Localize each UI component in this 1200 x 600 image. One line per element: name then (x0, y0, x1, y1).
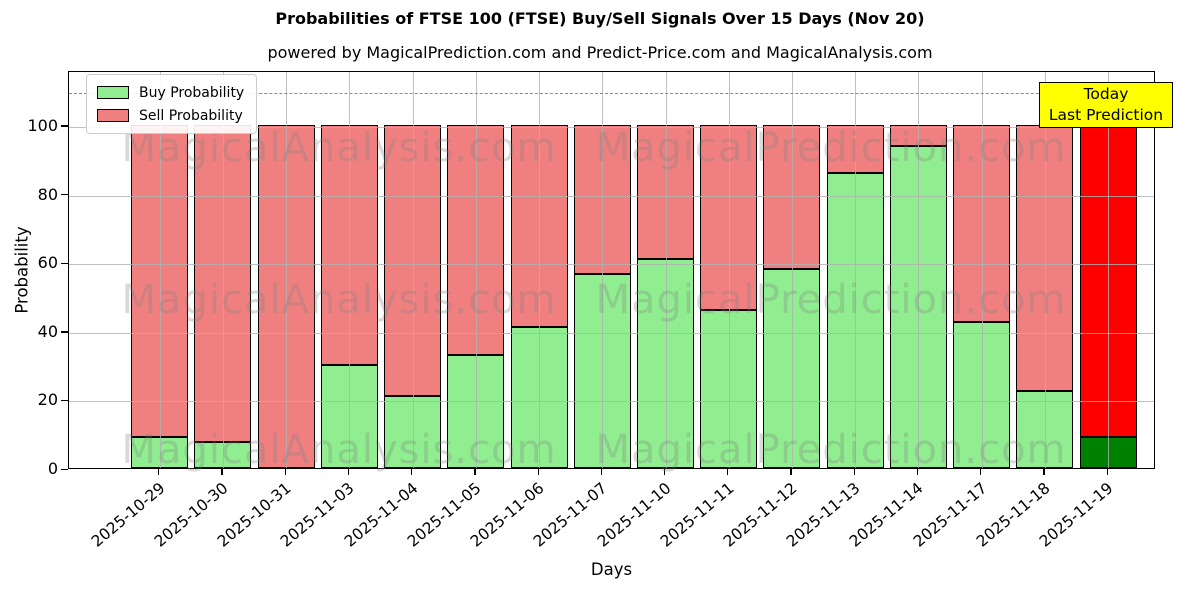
y-tick-label-60: 60 (37, 253, 58, 273)
legend: Buy Probability Sell Probability (86, 74, 258, 134)
legend-item-buy: Buy Probability (97, 81, 244, 104)
h-gridline-60 (69, 264, 1154, 266)
v-gridline-2025-11-18 (1044, 72, 1046, 468)
x-tick-mark-2025-11-17 (980, 469, 982, 475)
v-gridline-2025-11-03 (349, 72, 351, 468)
y-tick-mark-20 (61, 399, 68, 402)
y-tick-mark-80 (61, 194, 68, 196)
y-tick-label-80: 80 (37, 184, 58, 204)
h-gridline-80 (69, 195, 1154, 197)
x-tick-mark-2025-11-11 (727, 469, 729, 475)
v-gridline-2025-10-29 (159, 72, 161, 468)
watermark-text: MagicalAnalysis.com (121, 277, 557, 323)
x-tick-mark-2025-11-14 (916, 469, 919, 475)
h-gridline-40 (69, 332, 1154, 334)
h-gridline-100 (69, 126, 1154, 128)
v-gridline-2025-10-31 (286, 72, 288, 468)
chart-subtitle: powered by MagicalPrediction.com and Pre… (267, 43, 933, 62)
x-tick-mark-2025-11-03 (347, 469, 350, 475)
x-tick-mark-2025-11-12 (790, 469, 792, 475)
v-gridline-2025-11-14 (918, 72, 920, 468)
v-gridline-2025-11-12 (791, 72, 793, 468)
x-axis-label: Days (590, 560, 633, 579)
v-gridline-2025-11-17 (981, 72, 983, 468)
x-tick-mark-2025-11-18 (1043, 469, 1045, 475)
y-tick-mark-40 (61, 331, 68, 333)
y-tick-label-20: 20 (37, 390, 58, 410)
x-tick-mark-2025-10-29 (158, 469, 160, 475)
legend-label-buy: Buy Probability (139, 84, 245, 101)
watermark-text: MagicalPrediction.com (595, 427, 1067, 473)
x-tick-mark-2025-11-04 (411, 469, 413, 475)
y-tick-label-100: 100 (27, 115, 58, 135)
x-tick-mark-2025-11-06 (537, 469, 539, 475)
y-tick-label-0: 0 (47, 459, 58, 478)
y-tick-label-40: 40 (37, 321, 58, 341)
v-gridline-2025-11-13 (855, 72, 857, 468)
watermark-text: MagicalPrediction.com (595, 277, 1067, 323)
x-tick-mark-2025-11-07 (600, 469, 602, 475)
chart-title: Probabilities of FTSE 100 (FTSE) Buy/Sel… (275, 9, 925, 28)
watermark-text: MagicalPrediction.com (595, 125, 1067, 171)
legend-label-sell: Sell Probability (139, 107, 243, 124)
y-tick-mark-0 (61, 468, 68, 470)
legend-item-sell: Sell Probability (97, 104, 244, 127)
y-tick-mark-60 (61, 262, 68, 264)
v-gridline-2025-10-30 (222, 72, 224, 468)
today-annotation-line2: Last Prediction (1048, 106, 1164, 124)
v-gridline-2025-11-10 (665, 72, 667, 468)
sell-swatch-icon (97, 109, 129, 122)
x-tick-mark-2025-10-30 (221, 469, 223, 475)
dashed-threshold-line (69, 92, 1154, 94)
v-gridline-2025-11-05 (475, 72, 477, 468)
watermark-text: MagicalAnalysis.com (121, 427, 557, 473)
v-gridline-2025-11-06 (539, 72, 540, 468)
h-gridline-20 (69, 401, 1154, 403)
x-tick-mark-2025-11-05 (474, 469, 476, 475)
x-tick-mark-2025-11-10 (664, 469, 666, 475)
v-gridline-2025-11-11 (728, 72, 730, 468)
x-tick-mark-2025-11-13 (853, 469, 855, 475)
v-gridline-2025-11-04 (412, 72, 414, 468)
buy-swatch-icon (97, 86, 129, 99)
v-gridline-2025-11-07 (602, 72, 604, 468)
plot-area: MagicalAnalysis.com MagicalPrediction.com… (68, 71, 1155, 473)
y-tick-mark-100 (61, 125, 68, 127)
today-annotation: Today Last Prediction (1039, 82, 1173, 128)
today-annotation-line1: Today (1083, 85, 1129, 103)
x-tick-label-2025-10-29: 2025-10-29 (87, 479, 169, 551)
x-tick-mark-2025-10-31 (284, 469, 286, 475)
v-gridline-2025-11-19 (1108, 72, 1109, 468)
x-tick-mark-2025-11-19 (1106, 469, 1108, 475)
